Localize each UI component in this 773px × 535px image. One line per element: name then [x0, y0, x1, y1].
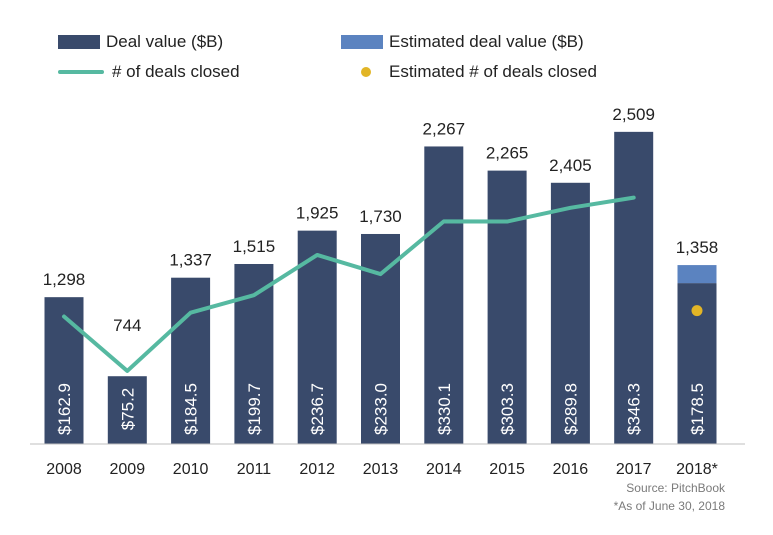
deal-value-bar [107, 376, 147, 444]
bar-value-label: $184.5 [182, 383, 201, 435]
x-tick-label: 2011 [237, 461, 272, 478]
legend-deal-value-label: Deal value ($B) [106, 32, 224, 51]
legend-deal-value: Deal value ($B) [58, 32, 223, 52]
bar-value-label: $162.9 [55, 383, 74, 435]
estimated-deals-point [691, 305, 703, 317]
deals-closed-label: 1,298 [43, 270, 86, 289]
deal-value-bar [171, 277, 211, 444]
bar-value-label: $346.3 [625, 383, 644, 435]
deals-closed-label: 2,265 [486, 144, 529, 163]
bar-value-label: $75.2 [118, 388, 137, 431]
legend-estimated-deal-value: Estimated deal value ($B) [341, 32, 584, 52]
bar-value-label: $178.5 [688, 383, 707, 435]
x-tick-label: 2018* [676, 461, 718, 478]
bar-value-label: $289.8 [561, 383, 580, 435]
estimated-deal-value-swatch [341, 35, 383, 49]
deal-value-bar [44, 297, 84, 444]
deals-closed-label: 2,509 [612, 105, 655, 124]
x-tick-label: 2014 [426, 461, 462, 478]
footnote: *As of June 30, 2018 [613, 499, 725, 513]
bar-value-label: $303.3 [498, 383, 517, 435]
deals-closed-label: 1,515 [233, 237, 276, 256]
deal-value-bar [550, 182, 590, 444]
deals-closed-line [62, 195, 636, 373]
deals-closed-label: 744 [113, 316, 141, 335]
x-tick-label: 2010 [173, 461, 209, 478]
bar-value-label: $233.0 [372, 383, 391, 435]
x-tick-label: 2012 [299, 461, 335, 478]
legend-estimated-deals-closed-label: Estimated # of deals closed [389, 62, 597, 81]
bar-value-label: $330.1 [435, 383, 454, 435]
x-tick-label: 2017 [616, 461, 652, 478]
source-note: Source: PitchBook [626, 481, 725, 495]
deals-closed-label: 1,730 [359, 207, 402, 226]
deals-closed-label: 1,925 [296, 204, 339, 223]
deal-value-bar [487, 170, 527, 445]
deal-value-bar [297, 230, 337, 444]
x-tick-label: 2008 [46, 461, 82, 478]
x-tick-label: 2013 [363, 461, 399, 478]
x-tick-label: 2016 [553, 461, 589, 478]
legend-deals-closed-label: # of deals closed [112, 62, 240, 81]
deal-value-bar [614, 131, 654, 444]
legend-estimated-deals-closed: Estimated # of deals closed [341, 62, 597, 82]
legend-estimated-deal-value-label: Estimated deal value ($B) [389, 32, 584, 51]
deal-value-swatch [58, 35, 100, 49]
legend-deals-closed: # of deals closed [58, 62, 240, 82]
deal-value-bar [424, 146, 464, 444]
deals-closed-line-swatch [58, 70, 104, 74]
x-tick-label: 2009 [110, 461, 146, 478]
deals-closed-label: 1,337 [169, 251, 212, 270]
deals-closed-label: 1,358 [676, 238, 719, 257]
x-tick-label: 2015 [489, 461, 525, 478]
bar-value-label: $199.7 [245, 383, 264, 435]
estimated-deals-dot-swatch [361, 67, 371, 77]
deals-closed-label: 2,267 [423, 119, 466, 138]
deals-closed-label: 2,405 [549, 156, 592, 175]
bar-value-label: $236.7 [308, 383, 327, 435]
estimated-deal-value-bar [677, 265, 717, 284]
